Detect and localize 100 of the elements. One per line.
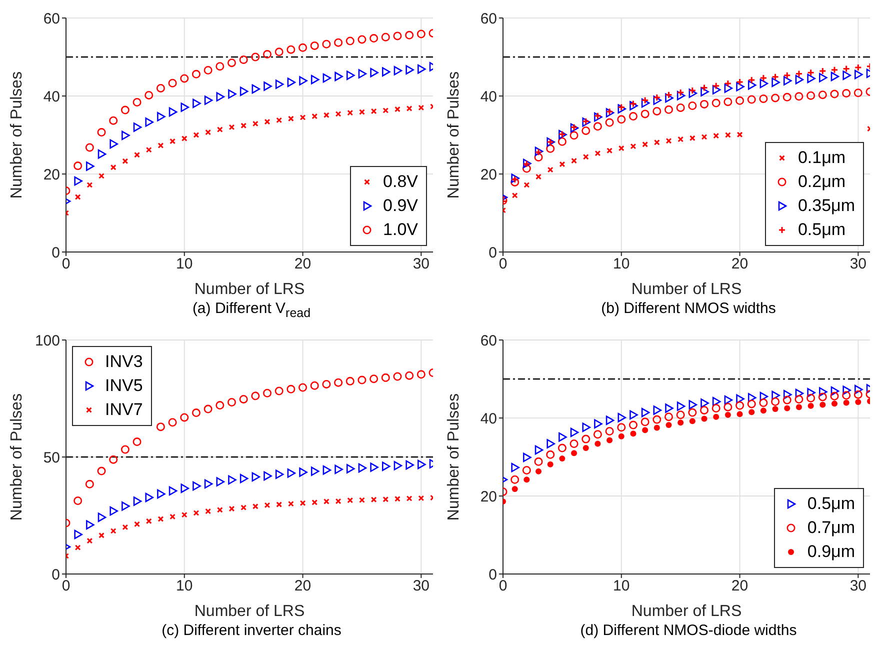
y-axis-title: Number of Pulses [446, 71, 463, 199]
point [571, 158, 577, 164]
point [405, 371, 414, 380]
point [830, 386, 840, 396]
point [347, 110, 354, 116]
x-axis-title: Number of LRS [631, 603, 742, 620]
point [393, 372, 402, 381]
point [133, 122, 142, 132]
y-tick-label: 60 [43, 10, 60, 28]
point [180, 484, 190, 494]
point [204, 479, 213, 489]
point [666, 422, 672, 428]
point [240, 122, 247, 129]
point [629, 100, 637, 108]
point [298, 43, 308, 52]
point [724, 80, 732, 88]
point [132, 98, 142, 106]
point [239, 394, 248, 404]
point [796, 404, 802, 410]
x-tick-label: 10 [176, 578, 193, 595]
point [771, 397, 780, 406]
point [405, 30, 414, 40]
point [547, 166, 554, 173]
point [534, 457, 543, 466]
point [748, 76, 756, 84]
point [334, 378, 343, 387]
legend-label: 0.5μm [807, 494, 855, 514]
point [334, 72, 343, 82]
point [820, 402, 826, 408]
point [406, 106, 412, 112]
point [251, 52, 260, 62]
point [760, 408, 766, 414]
point [570, 131, 578, 140]
point [818, 67, 826, 75]
point [678, 420, 684, 426]
point [74, 162, 82, 170]
point [192, 98, 201, 108]
point [712, 82, 720, 90]
point [818, 387, 828, 397]
point [122, 130, 130, 140]
point [85, 143, 94, 152]
point [701, 134, 708, 140]
point [688, 102, 697, 110]
point [252, 503, 258, 510]
point [275, 80, 284, 89]
point [109, 116, 118, 125]
point [146, 146, 152, 153]
point [168, 486, 178, 496]
point [298, 383, 308, 392]
point [854, 384, 863, 394]
y-tick-label: 40 [480, 88, 497, 106]
point [85, 480, 94, 488]
point [216, 477, 225, 486]
point [582, 154, 589, 160]
point [134, 152, 140, 158]
point [264, 471, 272, 481]
point [524, 182, 530, 188]
point [382, 67, 390, 76]
point [640, 110, 650, 118]
point [133, 496, 142, 506]
point [678, 136, 684, 142]
point [736, 132, 743, 138]
point [642, 141, 648, 148]
y-tick-label: 20 [480, 488, 497, 506]
point [263, 388, 272, 398]
point [324, 498, 330, 504]
y-tick-label: 0 [488, 244, 497, 262]
point [204, 96, 213, 105]
point [558, 432, 567, 442]
point [132, 438, 142, 446]
point [144, 90, 154, 100]
point [134, 521, 140, 528]
point [534, 445, 544, 455]
x-tick-label: 30 [850, 578, 867, 595]
y-tick-label: 100 [34, 332, 60, 350]
point [157, 112, 166, 122]
point [418, 495, 424, 502]
point [842, 386, 851, 395]
point [713, 414, 720, 420]
point [418, 460, 426, 470]
point [370, 374, 378, 384]
point [782, 92, 792, 102]
point [641, 408, 650, 418]
point [145, 117, 154, 127]
point [287, 468, 296, 478]
point [324, 112, 330, 118]
point [98, 532, 104, 538]
point [724, 98, 732, 106]
point [830, 392, 839, 400]
point [74, 544, 81, 551]
point [300, 114, 306, 120]
point [689, 418, 696, 424]
point [322, 40, 331, 48]
point [748, 80, 756, 90]
point [736, 401, 744, 410]
point [795, 74, 804, 84]
point [724, 395, 733, 405]
point [359, 109, 365, 115]
point [747, 400, 756, 408]
legend-label: 0.5μm [798, 220, 846, 240]
